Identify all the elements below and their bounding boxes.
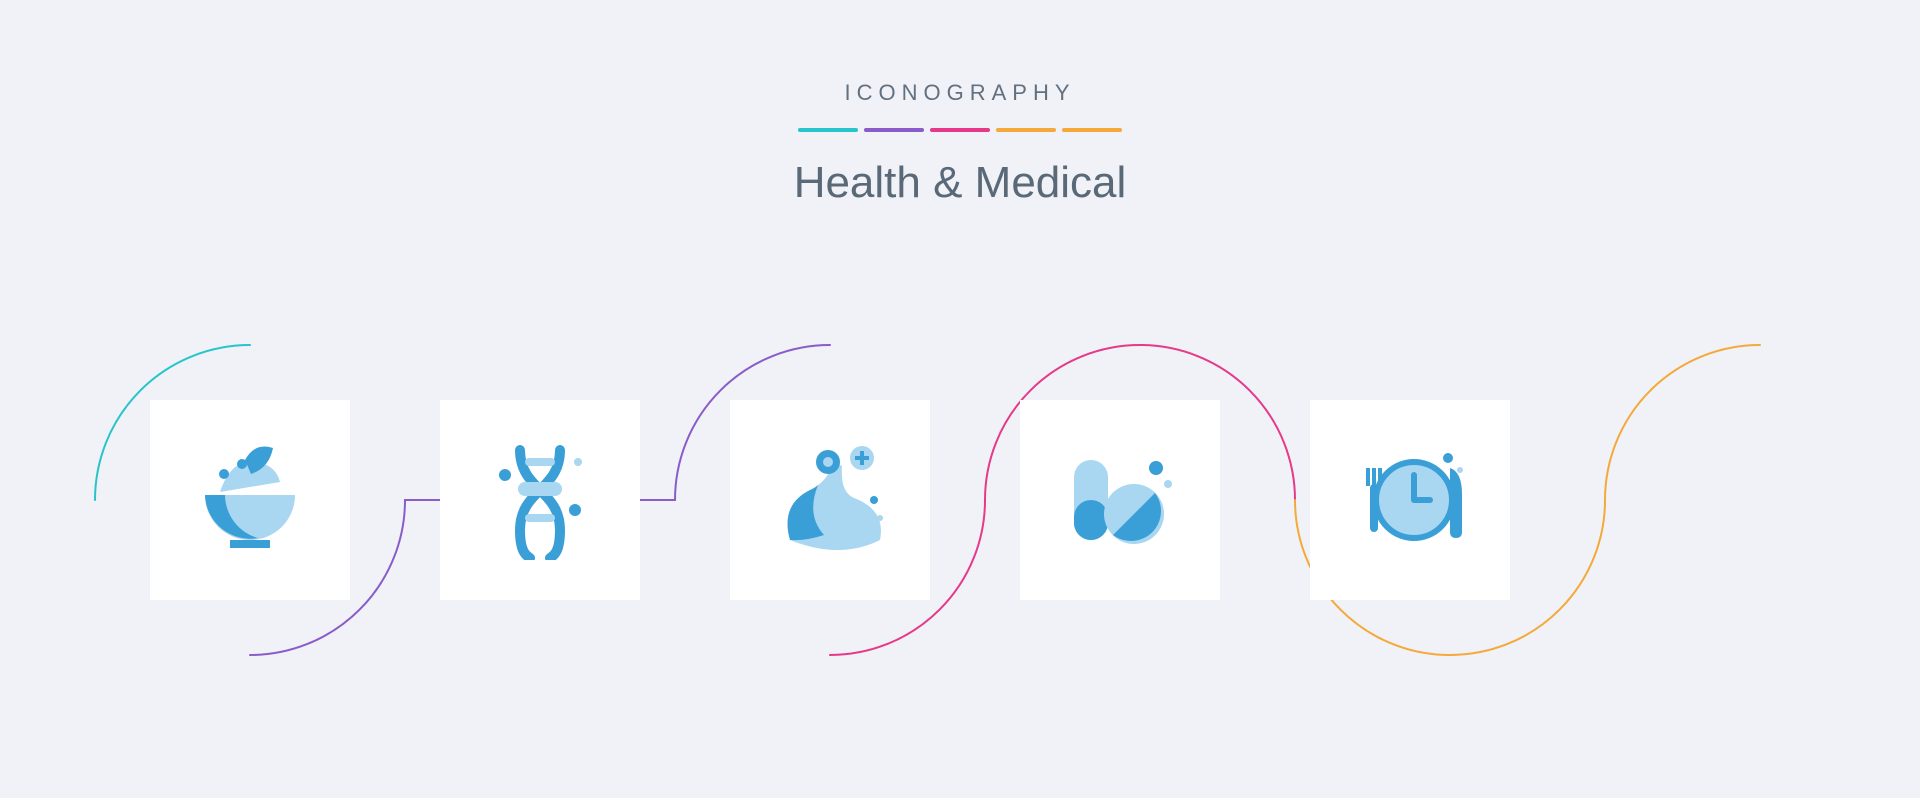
icon-card [1310,400,1510,600]
brand-divider [0,128,1920,132]
divider-seg [996,128,1056,132]
meal-time-icon [1350,440,1470,560]
divider-seg [864,128,924,132]
muscle-fitness-icon [770,440,890,560]
collection-title: Health & Medical [0,158,1920,208]
brand-label: ICONOGRAPHY [0,80,1920,106]
divider-seg [1062,128,1122,132]
divider-seg [798,128,858,132]
icon-card [730,400,930,600]
dna-icon [480,440,600,560]
icon-card [150,400,350,600]
pills-icon [1060,440,1180,560]
icon-card [1020,400,1220,600]
divider-seg [930,128,990,132]
mortar-bowl-icon [190,440,310,560]
icon-card [440,400,640,600]
